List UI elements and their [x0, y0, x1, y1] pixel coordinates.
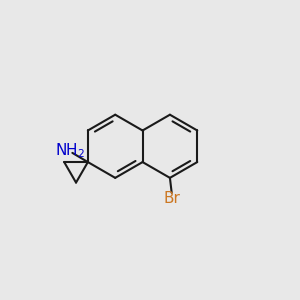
Text: Br: Br [163, 191, 180, 206]
Text: NH$_2$: NH$_2$ [56, 142, 86, 160]
